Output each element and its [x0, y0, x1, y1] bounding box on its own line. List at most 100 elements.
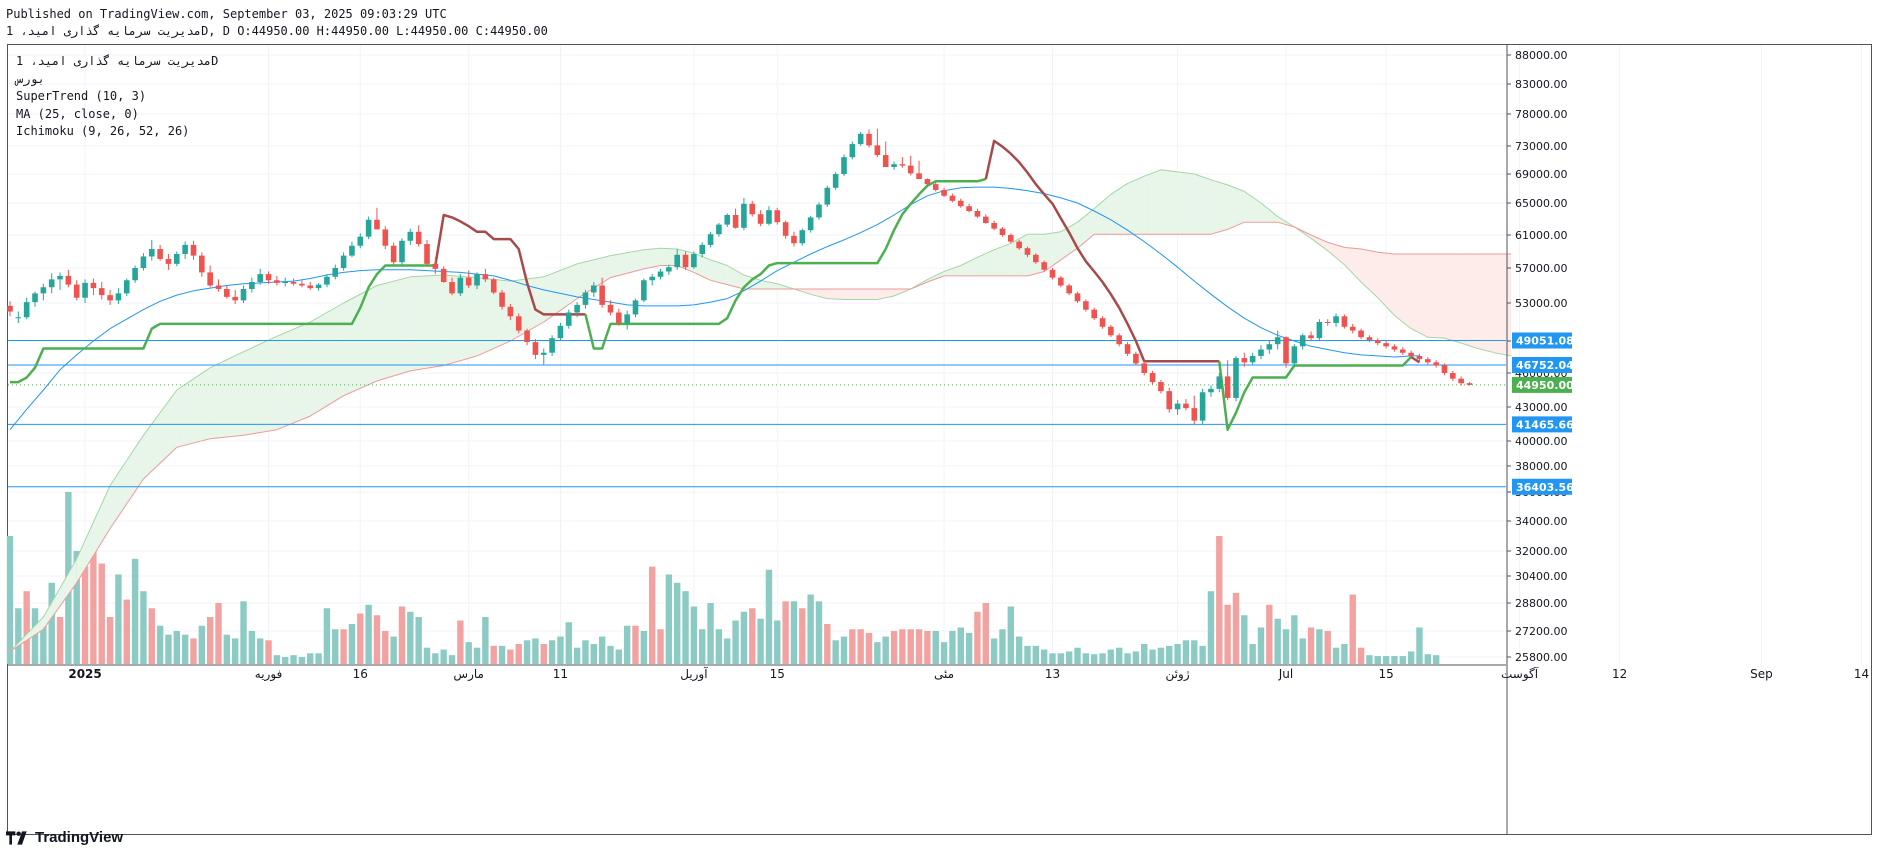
- candle[interactable]: [282, 277, 289, 287]
- candle[interactable]: [882, 141, 889, 167]
- candle[interactable]: [315, 282, 322, 291]
- candle[interactable]: [474, 272, 480, 289]
- candle[interactable]: [1441, 363, 1448, 376]
- candle[interactable]: [249, 277, 255, 293]
- candle[interactable]: [574, 302, 580, 318]
- candle[interactable]: [1258, 345, 1264, 360]
- candle[interactable]: [616, 308, 622, 326]
- candle[interactable]: [1141, 361, 1148, 376]
- candle[interactable]: [857, 131, 864, 146]
- candle[interactable]: [774, 207, 781, 225]
- candle[interactable]: [1083, 299, 1089, 312]
- supertrend-up-line[interactable]: [10, 264, 436, 384]
- candle[interactable]: [866, 129, 872, 148]
- candle[interactable]: [232, 289, 238, 304]
- candle[interactable]: [499, 289, 505, 310]
- candle[interactable]: [666, 264, 672, 275]
- candle[interactable]: [982, 214, 989, 224]
- candle[interactable]: [632, 298, 639, 318]
- candle[interactable]: [1333, 313, 1339, 327]
- candle[interactable]: [1349, 323, 1356, 334]
- candle[interactable]: [1033, 253, 1039, 264]
- legend-ichimoku[interactable]: Ichimoku (9, 26, 52, 26): [16, 124, 190, 138]
- supertrend-down-line[interactable]: [1410, 355, 1421, 364]
- candle[interactable]: [1433, 360, 1439, 368]
- candle[interactable]: [849, 141, 856, 160]
- candle[interactable]: [132, 265, 138, 283]
- candle[interactable]: [757, 210, 764, 227]
- candle[interactable]: [699, 242, 706, 258]
- candle[interactable]: [515, 313, 522, 334]
- candle[interactable]: [157, 244, 163, 261]
- candle[interactable]: [1124, 342, 1131, 356]
- candle[interactable]: [190, 240, 197, 260]
- candle[interactable]: [891, 161, 897, 170]
- candle[interactable]: [1391, 344, 1398, 352]
- candle[interactable]: [274, 275, 280, 286]
- candle[interactable]: [799, 228, 806, 246]
- legend-supertrend[interactable]: SuperTrend (10, 3): [16, 89, 147, 103]
- candle[interactable]: [424, 239, 430, 266]
- tradingview-branding[interactable]: TradingView: [6, 829, 123, 846]
- candle[interactable]: [1249, 352, 1256, 366]
- candle[interactable]: [557, 322, 564, 341]
- candle[interactable]: [924, 178, 931, 187]
- candle[interactable]: [565, 309, 572, 329]
- candle[interactable]: [741, 197, 747, 231]
- price-axis[interactable]: 88000.00 83000.00 78000.00 73000.00 69000.00…: [1506, 44, 1574, 835]
- level-badge[interactable]: [1512, 416, 1572, 433]
- candle[interactable]: [816, 202, 822, 220]
- candle[interactable]: [591, 282, 597, 297]
- candle[interactable]: [691, 251, 697, 269]
- candle[interactable]: [340, 252, 347, 271]
- candle[interactable]: [199, 252, 205, 277]
- candle[interactable]: [23, 297, 30, 320]
- supertrend-up-line[interactable]: [1218, 356, 1412, 431]
- candle[interactable]: [1283, 336, 1289, 368]
- candle[interactable]: [582, 289, 589, 309]
- candle[interactable]: [407, 228, 414, 245]
- candle[interactable]: [165, 253, 172, 270]
- candle[interactable]: [265, 271, 272, 284]
- candle[interactable]: [1266, 341, 1273, 354]
- candle[interactable]: [374, 207, 380, 230]
- candle[interactable]: [732, 208, 739, 229]
- candle[interactable]: [507, 303, 514, 321]
- candle[interactable]: [957, 198, 964, 208]
- candle[interactable]: [674, 249, 680, 270]
- candle[interactable]: [382, 226, 389, 250]
- candle[interactable]: [841, 154, 847, 177]
- candle[interactable]: [1241, 352, 1248, 367]
- supertrend-down-line[interactable]: [434, 213, 586, 316]
- candle[interactable]: [1058, 275, 1064, 288]
- candle[interactable]: [32, 291, 38, 307]
- candle[interactable]: [365, 216, 372, 240]
- candle[interactable]: [1133, 351, 1139, 366]
- candle[interactable]: [1324, 319, 1331, 326]
- candle[interactable]: [641, 278, 647, 303]
- candle[interactable]: [874, 128, 881, 158]
- chart-frame[interactable]: [7, 44, 1872, 835]
- candle[interactable]: [299, 280, 305, 288]
- candle[interactable]: [440, 266, 447, 283]
- candle[interactable]: [991, 220, 997, 231]
- candle[interactable]: [490, 277, 497, 295]
- candle[interactable]: [290, 278, 297, 286]
- candle[interactable]: [1233, 355, 1239, 402]
- candle[interactable]: [1299, 333, 1306, 350]
- candle[interactable]: [607, 300, 614, 316]
- candle[interactable]: [1049, 268, 1056, 280]
- candle[interactable]: [824, 185, 831, 207]
- candle[interactable]: [1374, 338, 1381, 346]
- candle[interactable]: [224, 285, 230, 299]
- candle[interactable]: [332, 264, 339, 280]
- candle[interactable]: [949, 193, 956, 203]
- candle[interactable]: [941, 187, 947, 198]
- candle[interactable]: [182, 241, 188, 259]
- candle[interactable]: [624, 310, 630, 330]
- candle[interactable]: [1008, 233, 1014, 244]
- candle[interactable]: [107, 289, 113, 305]
- ma-line[interactable]: [9, 186, 1420, 431]
- candle[interactable]: [324, 274, 330, 288]
